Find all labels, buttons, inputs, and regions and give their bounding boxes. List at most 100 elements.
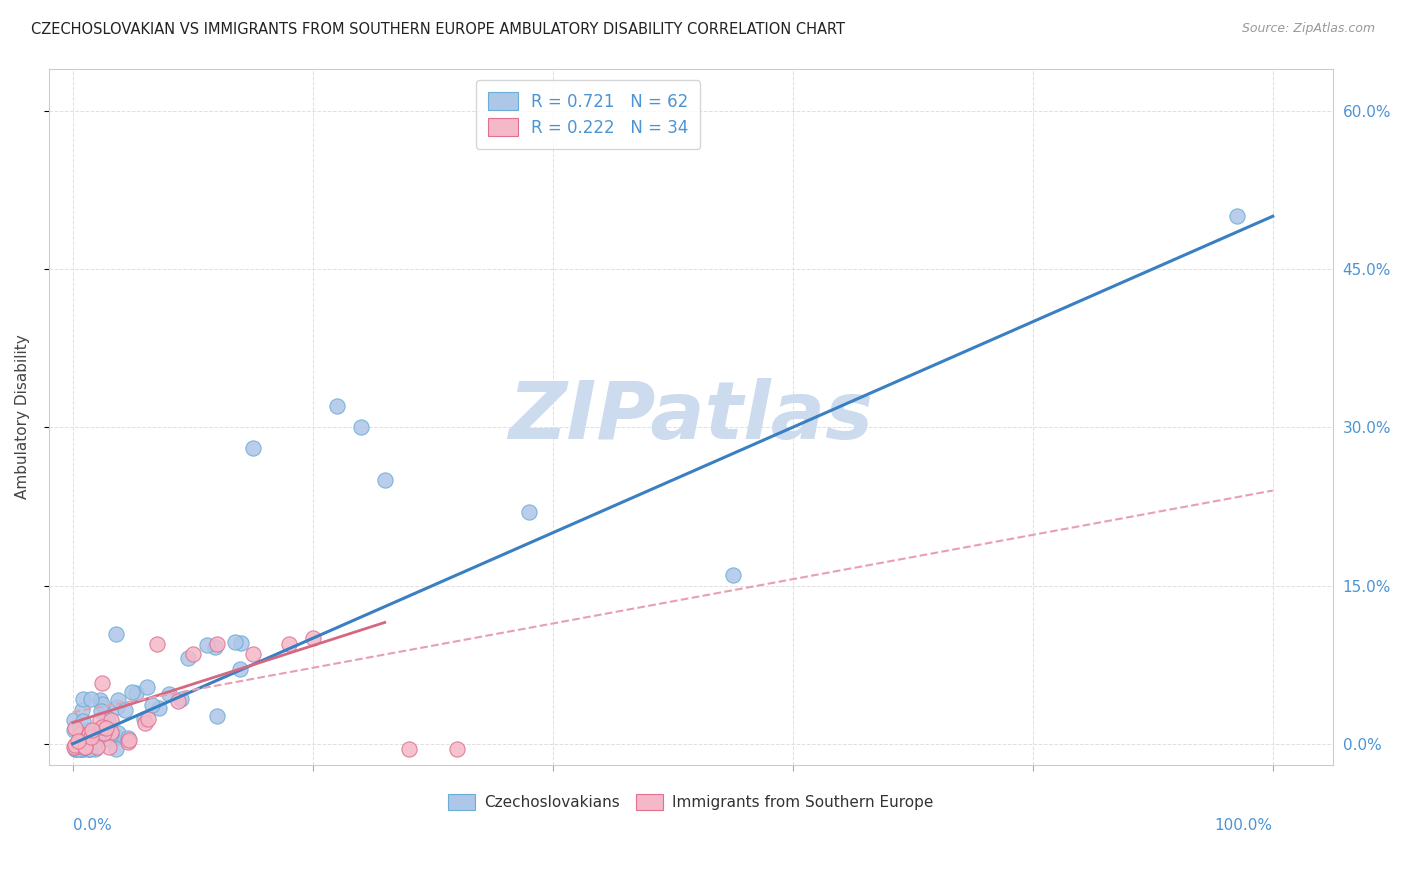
Y-axis label: Ambulatory Disability: Ambulatory Disability <box>15 334 30 500</box>
Point <box>100 713 122 727</box>
Point <box>65 742 87 756</box>
Point <box>277 636 299 650</box>
Point <box>117 731 139 745</box>
Point <box>63 721 86 735</box>
Point <box>62 713 84 727</box>
Point <box>125 686 148 700</box>
Point <box>80 730 103 744</box>
Point <box>72 703 94 717</box>
Point <box>114 703 136 717</box>
Point <box>104 627 127 641</box>
Point <box>69 727 91 741</box>
Point <box>63 723 86 737</box>
Point <box>100 724 122 739</box>
Point <box>79 742 101 756</box>
Point <box>148 700 170 714</box>
Point <box>205 636 228 650</box>
Point <box>67 739 90 754</box>
Point <box>77 727 100 741</box>
Legend: Czechoslovakians, Immigrants from Southern Europe: Czechoslovakians, Immigrants from Southe… <box>441 788 939 816</box>
Point <box>82 723 104 737</box>
Point <box>177 650 200 665</box>
Point <box>70 742 93 756</box>
Point <box>86 739 108 754</box>
Point <box>84 742 107 756</box>
Point <box>166 693 188 707</box>
Point <box>134 712 156 726</box>
Point <box>83 728 105 742</box>
Point <box>97 715 120 730</box>
Point <box>721 568 744 582</box>
Point <box>105 700 128 714</box>
Point <box>517 505 540 519</box>
Point <box>76 723 98 737</box>
Point <box>75 739 97 754</box>
Point <box>94 721 117 735</box>
Point <box>105 730 128 744</box>
Point <box>97 731 120 745</box>
Point <box>326 399 349 413</box>
Point <box>91 676 114 690</box>
Text: 100.0%: 100.0% <box>1215 818 1272 833</box>
Point <box>89 692 111 706</box>
Text: CZECHOSLOVAKIAN VS IMMIGRANTS FROM SOUTHERN EUROPE AMBULATORY DISABILITY CORRELA: CZECHOSLOVAKIAN VS IMMIGRANTS FROM SOUTH… <box>31 22 845 37</box>
Point <box>67 733 90 747</box>
Point <box>135 680 157 694</box>
Point <box>374 473 396 487</box>
Point <box>79 742 101 756</box>
Text: ZIPatlas: ZIPatlas <box>508 377 873 456</box>
Point <box>89 713 111 727</box>
Point <box>204 640 226 655</box>
Point <box>229 663 252 677</box>
Point <box>73 742 96 756</box>
Point <box>134 716 156 731</box>
Point <box>117 735 139 749</box>
Point <box>63 739 86 753</box>
Point <box>65 739 87 754</box>
Text: 0.0%: 0.0% <box>73 818 111 833</box>
Point <box>224 634 246 648</box>
Point <box>72 742 94 756</box>
Point <box>91 697 114 711</box>
Point <box>63 742 86 756</box>
Point <box>90 704 112 718</box>
Point <box>181 647 204 661</box>
Point <box>77 742 100 756</box>
Point <box>98 739 121 754</box>
Point <box>197 638 219 652</box>
Point <box>121 685 143 699</box>
Point <box>79 733 101 747</box>
Point <box>63 739 86 754</box>
Point <box>94 732 117 747</box>
Point <box>72 692 94 706</box>
Point <box>66 742 89 756</box>
Point <box>170 692 193 706</box>
Point <box>69 725 91 739</box>
Point <box>70 742 93 756</box>
Point <box>107 693 129 707</box>
Point <box>157 687 180 701</box>
Point <box>136 712 159 726</box>
Point <box>301 632 323 646</box>
Point <box>79 692 101 706</box>
Point <box>100 726 122 740</box>
Point <box>229 635 252 649</box>
Point <box>141 698 163 712</box>
Point <box>107 725 129 739</box>
Point <box>105 742 128 756</box>
Point <box>398 742 420 756</box>
Point <box>70 734 93 748</box>
Point <box>207 708 229 723</box>
Point <box>72 714 94 729</box>
Point <box>73 739 96 754</box>
Text: Source: ZipAtlas.com: Source: ZipAtlas.com <box>1241 22 1375 36</box>
Point <box>93 726 115 740</box>
Point <box>446 742 468 756</box>
Point <box>242 442 264 456</box>
Point <box>90 720 112 734</box>
Point <box>75 739 97 754</box>
Point <box>118 733 141 747</box>
Point <box>96 711 118 725</box>
Point <box>145 636 167 650</box>
Point <box>1226 209 1249 223</box>
